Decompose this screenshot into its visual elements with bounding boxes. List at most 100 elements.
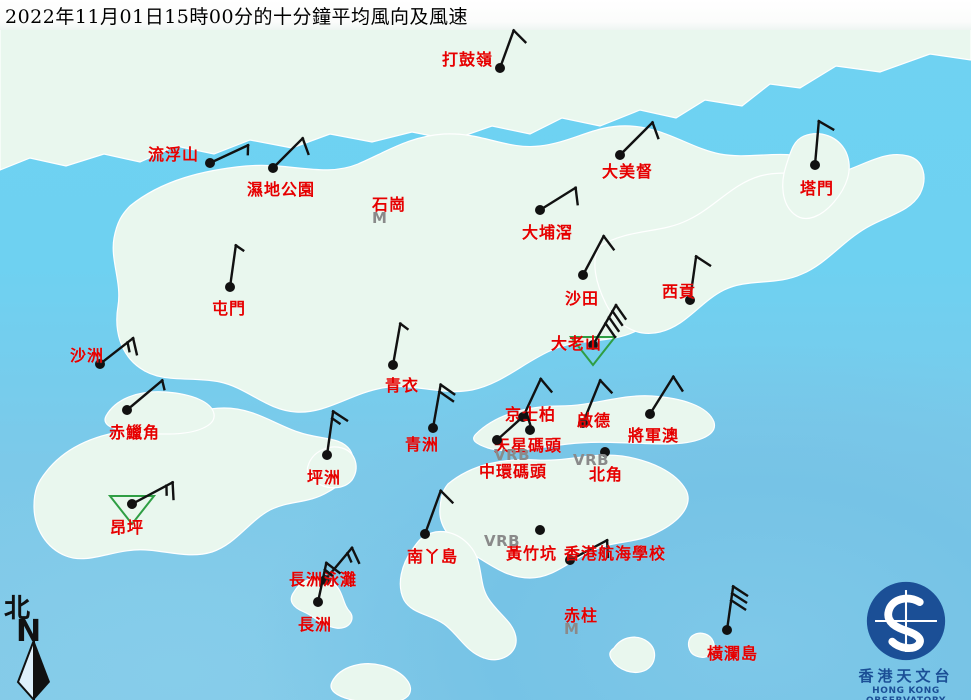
station-name-label: 西貢 (662, 282, 697, 301)
station-name-label: 石崗 (372, 195, 407, 214)
hko-emblem-icon (866, 581, 946, 661)
wind-barb-icon (657, 560, 797, 700)
station-dot (268, 163, 278, 173)
wind-barb-icon (470, 140, 610, 280)
station-name-label: 長洲 (298, 615, 333, 634)
land-mainland-shenzhen (0, 13, 971, 274)
station-dot (320, 575, 330, 585)
station-name-label: 坪洲 (307, 468, 342, 487)
station-dot (685, 295, 695, 305)
station-dot (322, 450, 332, 460)
hko-logo-label-cn: 香港天文台 (858, 667, 954, 685)
station-dot (578, 418, 588, 428)
station-name-label: 香港航海學校 (564, 544, 667, 563)
station-dot (810, 160, 820, 170)
missing-data-marker: M (564, 620, 580, 638)
station-name-label: 橫瀾島 (707, 644, 759, 663)
wind-barb-icon (355, 464, 495, 604)
wind-barb-icon (453, 347, 593, 487)
station-dot (225, 282, 235, 292)
wind-barb-icon (427, 370, 567, 510)
station-dot (535, 205, 545, 215)
wind-barb-icon (580, 344, 720, 484)
page-title: 2022年11月01日15時00分的十分鐘平均風向及風速 (5, 6, 469, 28)
station-name-label: 中環碼頭 (479, 462, 548, 481)
land-peng-chau (300, 440, 364, 492)
variable-wind-marker: VRB (573, 451, 610, 469)
land-tap-mun-island (776, 128, 866, 238)
station-name-label: 沙田 (565, 289, 600, 308)
station-name-label: 打鼓嶺 (442, 50, 494, 69)
wind-barb-icon (323, 295, 463, 435)
wind-barb-icon (513, 353, 653, 493)
station-dot (205, 158, 215, 168)
station-dot (588, 340, 598, 350)
station-name-label: 南丫島 (407, 547, 459, 566)
wind-barb-icon (160, 217, 300, 357)
wind-barb-icon (257, 385, 397, 525)
station-name-label: 塔門 (800, 179, 835, 198)
station-dot (492, 435, 502, 445)
station-dot (615, 150, 625, 160)
variable-wind-marker: VRB (484, 532, 521, 550)
station-name-label: 濕地公園 (247, 180, 316, 199)
title-band (0, 0, 971, 30)
station-name-label: 屯門 (212, 299, 247, 318)
station-name-label: 北角 (589, 465, 624, 484)
wind-barb-icon (203, 98, 343, 238)
station-dot (578, 270, 588, 280)
missing-data-marker: M (372, 209, 388, 227)
station-dot (722, 625, 732, 635)
station-dot (313, 597, 323, 607)
wind-barb-icon (140, 93, 280, 233)
station-dot (388, 360, 398, 370)
station-dot (495, 63, 505, 73)
wind-barb-icon (363, 358, 503, 498)
north-arrow-label-en: N (16, 614, 42, 649)
station-name-label: 青衣 (385, 376, 420, 395)
station-name-label: 將軍澳 (628, 426, 680, 445)
station-dot (535, 525, 545, 535)
land-island-small-south (320, 656, 440, 700)
wind-barb-icon (550, 85, 690, 225)
alert-triangle-icon (568, 335, 618, 367)
station-dot (95, 359, 105, 369)
wind-barb-icon (248, 532, 388, 672)
station-name-label: 大美督 (602, 162, 654, 181)
station-name-label: 黃竹坑 (506, 544, 558, 563)
station-name-label: 大埔滘 (522, 223, 574, 242)
wind-barb-icon (620, 230, 760, 370)
station-dot (122, 405, 132, 415)
hko-logo-label-en: HONG KONG OBSERVATORY (866, 686, 945, 700)
station-dot (428, 423, 438, 433)
wind-barb-icon (523, 275, 663, 415)
hko-logo: 香港天文台 HONG KONG OBSERVATORY (846, 578, 966, 700)
wind-barb-icon (57, 340, 197, 480)
station-name-label: 大老山 (551, 334, 603, 353)
wind-barb-icon (62, 434, 202, 574)
station-name-label: 赤鱲角 (109, 423, 161, 442)
station-name-label: 京士柏 (505, 405, 557, 424)
north-arrow: 北 N (4, 588, 74, 700)
station-dot (600, 447, 610, 457)
north-arrow-label-cn: 北 (4, 594, 31, 624)
north-arrow-needle (16, 640, 50, 700)
wind-barb-icon (745, 95, 885, 235)
station-dot (565, 555, 575, 565)
wind-barb-icon (500, 490, 640, 630)
station-name-label: 啟德 (577, 411, 612, 430)
station-dot (420, 529, 430, 539)
land-sai-kung-peninsula (590, 150, 930, 380)
station-dot (645, 409, 655, 419)
alert-triangle-icon (107, 494, 157, 526)
wind-barb-icon (513, 205, 653, 345)
station-name-label: 昂坪 (110, 518, 145, 537)
land-lamma-island (392, 520, 532, 670)
station-dot (525, 425, 535, 435)
variable-wind-marker: VRB (494, 446, 531, 464)
station-name-label: 青洲 (405, 435, 440, 454)
station-dot (127, 499, 137, 509)
land-southern-islets (604, 626, 784, 696)
station-name-label: 流浮山 (148, 145, 200, 164)
